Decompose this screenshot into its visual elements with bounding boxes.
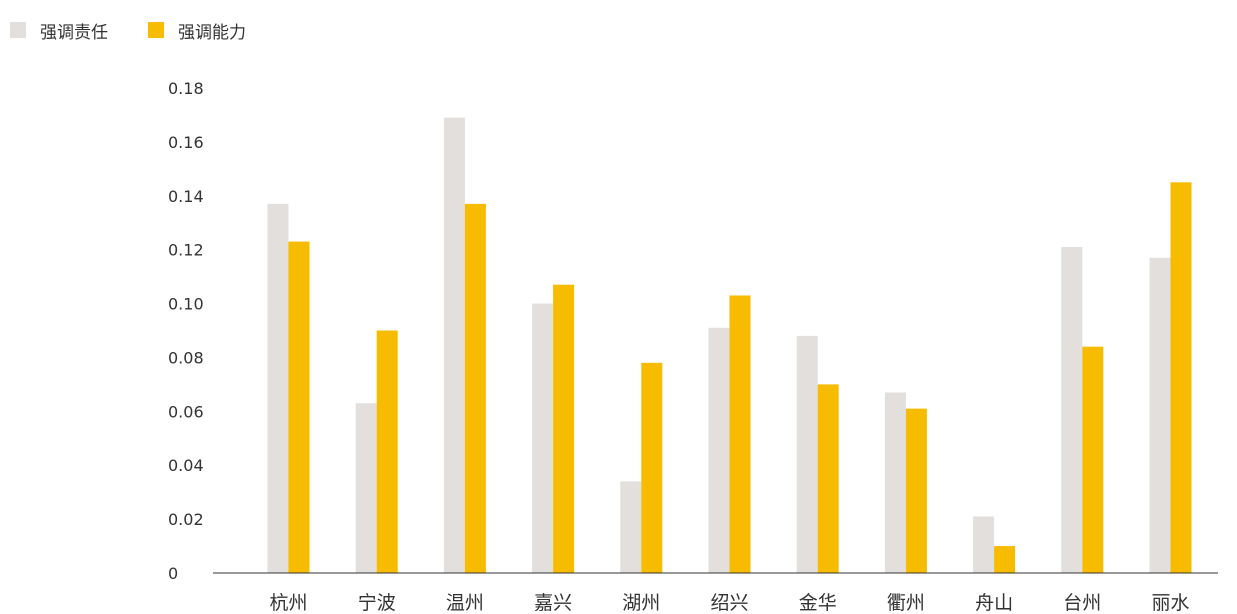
- x-category-label: 衢州: [887, 592, 925, 614]
- bar-ability: [553, 284, 575, 573]
- y-tick-label: 0.16: [168, 133, 204, 152]
- bar-responsibility: [973, 516, 995, 573]
- x-category-label: 杭州: [269, 592, 307, 614]
- bar-responsibility: [884, 392, 906, 573]
- y-tick-label: 0.12: [168, 241, 204, 260]
- legend-item-responsibility: 强调责任: [10, 18, 108, 43]
- legend-item-ability: 强调能力: [148, 18, 246, 43]
- legend: 强调责任 强调能力: [10, 17, 286, 43]
- bar-responsibility: [443, 117, 465, 573]
- bar-ability: [729, 295, 751, 573]
- bar-ability: [817, 384, 839, 573]
- legend-swatch-ability: [148, 22, 164, 38]
- bar-responsibility: [796, 335, 818, 573]
- y-tick-label: 0.18: [168, 79, 204, 98]
- y-tick-label: 0.08: [168, 348, 204, 367]
- y-tick-label: 0.14: [168, 187, 204, 206]
- legend-label-responsibility: 强调责任: [40, 22, 108, 43]
- x-category-label: 台州: [1063, 592, 1101, 614]
- bar-ability: [1170, 182, 1192, 574]
- legend-label-ability: 强调能力: [178, 22, 246, 43]
- legend-swatch-responsibility: [10, 22, 26, 38]
- bar-responsibility: [620, 481, 642, 573]
- bar-ability: [994, 546, 1016, 573]
- x-category-label: 温州: [446, 592, 484, 614]
- x-category-label: 绍兴: [710, 592, 748, 614]
- bar-ability: [464, 203, 486, 573]
- bar-ability: [905, 408, 927, 573]
- bar-responsibility: [1149, 257, 1171, 573]
- bar-ability: [288, 241, 310, 574]
- x-category-label: 嘉兴: [534, 592, 572, 614]
- y-tick-label: 0.06: [168, 402, 204, 421]
- x-category-label: 舟山: [975, 592, 1013, 614]
- bar-responsibility: [355, 403, 377, 573]
- bar-responsibility: [708, 327, 730, 573]
- bar-responsibility: [1061, 246, 1083, 573]
- bar-responsibility: [267, 203, 289, 573]
- bar-responsibility: [532, 303, 554, 573]
- x-category-label: 湖州: [622, 592, 660, 614]
- y-tick-label: 0.04: [168, 456, 204, 475]
- y-tick-label: 0.10: [168, 295, 204, 314]
- x-category-label: 丽水: [1151, 592, 1189, 614]
- y-tick-label: 0.02: [168, 510, 204, 529]
- x-category-label: 金华: [799, 592, 837, 614]
- bar-ability: [1082, 346, 1104, 573]
- y-tick-label: 0: [168, 564, 178, 583]
- bar-ability: [641, 362, 663, 573]
- bar-ability: [376, 330, 398, 573]
- x-category-label: 宁波: [358, 592, 396, 614]
